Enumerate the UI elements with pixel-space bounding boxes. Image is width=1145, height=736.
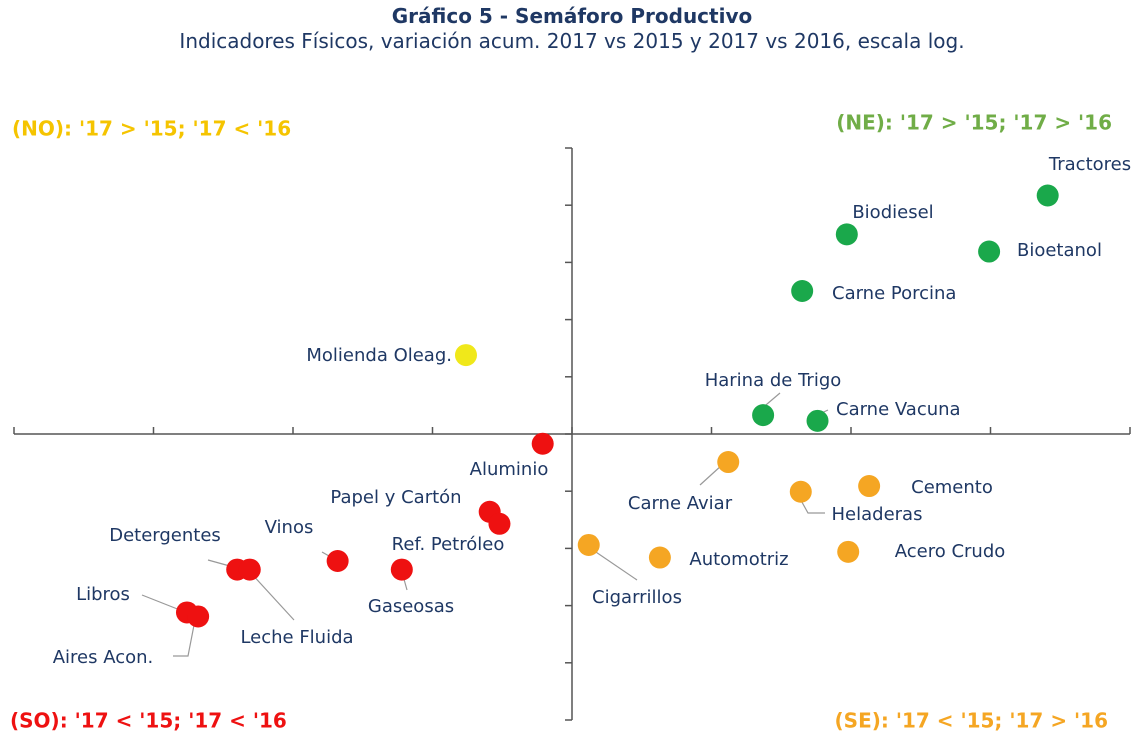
point-label: Papel y Cartón <box>330 487 461 508</box>
point-label: Detergentes <box>109 525 221 546</box>
point-label: Carne Porcina <box>832 283 956 304</box>
point <box>789 480 812 503</box>
point <box>187 605 210 628</box>
point-label: Molienda Oleag. <box>306 345 452 366</box>
point-label: Harina de Trigo <box>705 370 842 391</box>
leader-line <box>173 619 196 657</box>
point-label: Biodiesel <box>852 202 933 223</box>
quadrant-label: (SE): '17 < '15; '17 > '16 <box>835 709 1108 733</box>
point-label: Aires Acon. <box>53 647 154 668</box>
point <box>978 240 1001 263</box>
point <box>858 475 881 498</box>
point <box>717 451 740 474</box>
point <box>577 533 600 556</box>
point-label: Libros <box>76 584 130 605</box>
header: Gráfico 5 - Semáforo Productivo Indicado… <box>122 4 1022 55</box>
point <box>1036 184 1059 207</box>
point-label: Carne Vacuna <box>836 399 961 420</box>
point <box>326 549 349 572</box>
point <box>488 512 511 535</box>
point <box>791 280 814 302</box>
quadrant-label: (NE): '17 > '15; '17 > '16 <box>836 111 1112 135</box>
point <box>454 344 477 367</box>
point-label: Gaseosas <box>368 596 454 617</box>
point-label: Cigarrillos <box>592 587 682 608</box>
point-label: Automotriz <box>689 549 788 570</box>
chart-title: Gráfico 5 - Semáforo Productivo <box>391 4 753 28</box>
point <box>648 546 671 569</box>
point <box>837 540 860 563</box>
leader-line <box>699 464 723 486</box>
point <box>531 432 554 455</box>
point-label: Leche Fluida <box>240 627 353 648</box>
quadrant-label: (SO): '17 < '15; '17 < '16 <box>10 709 287 733</box>
point-label: Carne Aviar <box>628 493 733 514</box>
point <box>238 558 261 581</box>
point-label: Vinos <box>265 517 314 538</box>
point <box>390 558 413 581</box>
point-label: Heladeras <box>832 504 923 525</box>
point <box>835 223 858 246</box>
point-label: Ref. Petróleo <box>392 534 505 555</box>
point-label: Bioetanol <box>1017 240 1102 261</box>
point-label: Cemento <box>911 477 993 498</box>
point <box>752 404 775 427</box>
point-label: Aluminio <box>470 459 549 480</box>
quadrant-label: (NO): '17 > '15; '17 < '16 <box>12 117 291 141</box>
point-label: Tractores <box>1048 154 1131 175</box>
leader-line <box>589 547 638 581</box>
chart-subtitle: Indicadores Físicos, variación acum. 201… <box>179 29 965 53</box>
leader-line <box>249 571 295 621</box>
point-label: Acero Crudo <box>895 541 1006 562</box>
point <box>806 409 829 432</box>
